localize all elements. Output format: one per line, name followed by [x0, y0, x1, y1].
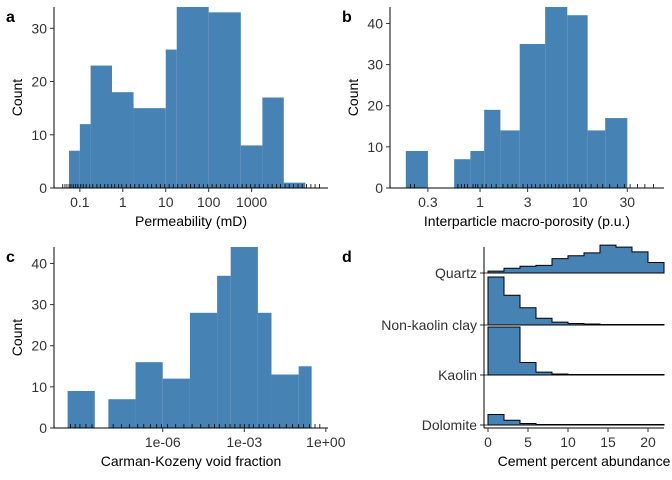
y-tick-label: 0 — [39, 420, 47, 436]
panel-letter: d — [342, 249, 352, 266]
panel-letter: b — [342, 9, 352, 26]
histogram-bar — [90, 65, 112, 188]
histogram-bar — [257, 312, 272, 428]
y-tick-label: 20 — [31, 74, 47, 90]
x-axis-title: Cement percent abundance — [498, 453, 671, 469]
x-tick-label: 30 — [620, 194, 636, 210]
ridge-area — [487, 326, 665, 376]
ridge-label: Kaolin — [438, 367, 477, 383]
x-tick-label: 1e+00 — [306, 434, 346, 450]
histogram-bar — [217, 275, 231, 428]
histogram-bar — [545, 7, 568, 188]
x-tick-label: 3 — [524, 194, 532, 210]
histogram-bar — [271, 374, 299, 428]
x-tick-label: 0 — [484, 434, 492, 450]
x-tick-label: 1e-06 — [145, 434, 181, 450]
x-tick-label: 1 — [476, 194, 484, 210]
y-tick-label: 0 — [39, 180, 47, 196]
x-tick-label: 15 — [600, 434, 616, 450]
y-axis-title: Count — [345, 79, 361, 116]
y-axis-title: Count — [9, 79, 25, 116]
histogram-bar — [484, 109, 501, 188]
histogram-bar — [162, 378, 190, 428]
histogram-bar — [111, 92, 134, 188]
x-tick-label: 1e-03 — [226, 434, 262, 450]
y-tick-label: 20 — [31, 338, 47, 354]
histogram-bar — [240, 145, 263, 188]
x-tick-label: 100 — [197, 194, 221, 210]
histogram-bar — [500, 130, 520, 188]
histogram-bar — [135, 362, 163, 428]
y-tick-label: 30 — [31, 297, 47, 313]
y-tick-label: 10 — [31, 127, 47, 143]
histogram-bar — [189, 312, 218, 428]
x-tick-label: 1000 — [236, 194, 267, 210]
panel-b: 0 10 20 30 40 0.3 1 3 10 30 Interparticle macro-po… — [342, 7, 664, 229]
histogram-bar — [176, 7, 209, 188]
histogram-bar — [133, 108, 166, 188]
panel-letter: c — [6, 249, 15, 266]
y-tick-label: 40 — [31, 255, 47, 271]
ridge-area — [487, 276, 665, 326]
y-tick-label: 10 — [367, 139, 383, 155]
histogram-bar — [108, 399, 136, 428]
y-axis-title: Count — [9, 319, 25, 356]
ridge-area — [487, 244, 665, 274]
ridge-label: Quartz — [435, 265, 477, 281]
histogram-bar — [165, 49, 177, 189]
histogram-bar — [69, 150, 80, 188]
y-tick-label: 30 — [31, 20, 47, 36]
x-tick-label: 0.3 — [418, 194, 438, 210]
ridge-area — [487, 413, 665, 426]
x-tick-label: 10 — [158, 194, 174, 210]
histogram-bar — [605, 118, 628, 188]
histogram-bar — [79, 124, 91, 188]
histogram-bar — [230, 247, 258, 428]
histogram-bar — [208, 12, 241, 188]
histogram-bar — [567, 15, 588, 188]
histogram-bar — [405, 150, 428, 188]
y-tick-label: 20 — [367, 98, 383, 114]
y-tick-label: 40 — [367, 15, 383, 31]
panel-d: Quartz Non-kaolin clay Kaolin Dolomite 0 5 10 1… — [342, 244, 671, 469]
histogram-bar — [519, 44, 546, 188]
x-tick-label: 0.1 — [70, 194, 90, 210]
x-axis-title: Carman-Kozeny void fraction — [101, 453, 282, 469]
histogram-bar — [470, 150, 485, 188]
histogram-bar — [67, 390, 95, 428]
x-tick-label: 10 — [560, 434, 576, 450]
x-tick-label: 5 — [524, 434, 532, 450]
y-tick-label: 0 — [375, 180, 383, 196]
histogram-bar — [283, 182, 306, 188]
histogram-bar — [587, 130, 606, 188]
panel-letter: a — [6, 9, 15, 26]
x-axis-title: Interparticle macro-porosity (p.u.) — [424, 213, 630, 229]
x-tick-label: 10 — [572, 194, 588, 210]
panel-c: 0 10 20 30 40 1e-06 1e-03 1e+00 Carman-Kozeny vo… — [6, 247, 346, 469]
panel-a: 0 10 20 30 0.1 1 10 100 1000 Permeability (mD) Cou… — [6, 7, 328, 229]
ridge-label: Non-kaolin clay — [381, 317, 477, 333]
histogram-bar — [454, 159, 471, 188]
histogram-bar — [298, 366, 312, 428]
y-tick-label: 10 — [31, 379, 47, 395]
x-tick-label: 1 — [119, 194, 127, 210]
histogram-bar — [262, 97, 284, 188]
x-tick-label: 20 — [640, 434, 656, 450]
y-tick-label: 30 — [367, 57, 383, 73]
ridge-label: Dolomite — [422, 417, 477, 433]
x-axis-title: Permeability (mD) — [135, 213, 247, 229]
